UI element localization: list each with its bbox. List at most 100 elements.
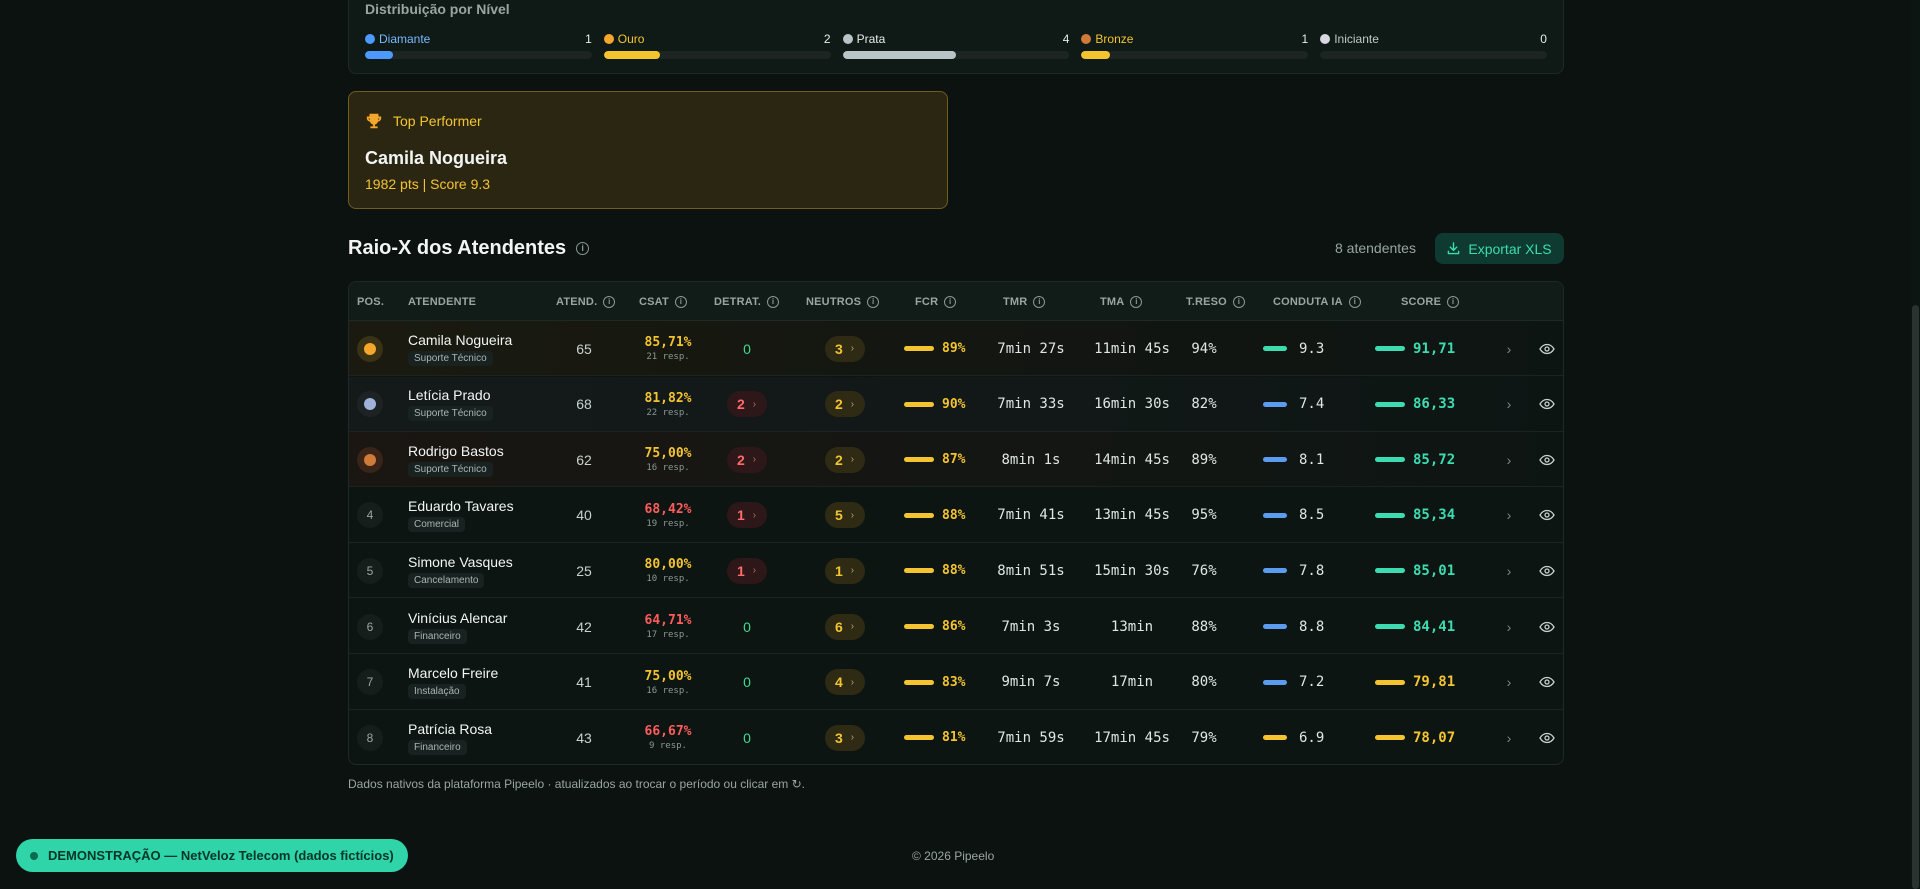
cell-csat: 85,71% 21 resp. [633,321,703,376]
team-badge: Suporte Técnico [408,350,493,366]
neutrals-button[interactable]: 5 › [825,502,865,529]
expand-row-button[interactable]: › [1499,488,1519,543]
fcr-value: 88% [942,563,966,579]
export-xls-button[interactable]: Exportar XLS [1435,233,1564,264]
info-icon[interactable]: i [576,242,590,255]
page-scrollbar[interactable] [1911,0,1920,889]
info-icon[interactable]: i [674,295,687,308]
view-agent-button[interactable] [1537,543,1557,598]
chevron-right-icon: › [752,454,757,466]
agent-name[interactable]: Eduardo Tavares [408,498,514,515]
export-xls-label: Exportar XLS [1468,240,1552,257]
cell-tma: 13min [1110,618,1154,635]
agent-name[interactable]: Camila Nogueira [408,331,513,348]
table-row[interactable]: 6 Vinícius Alencar Financeiro 42 64,71% 17 re… [349,599,1563,654]
expand-row-button[interactable]: › [1499,377,1519,432]
neutrals-button[interactable]: 4 › [825,669,865,696]
view-agent-button[interactable] [1537,432,1557,487]
csat-value: 64,71% [644,613,692,628]
chevron-right-icon: › [850,343,855,354]
expand-row-button[interactable]: › [1499,599,1519,654]
neutrals-button[interactable]: 3 › [825,335,865,362]
col-pos[interactable]: POS. [357,295,385,308]
info-icon[interactable]: i [1348,295,1361,308]
demo-banner[interactable]: DEMONSTRAÇÃO — NetVeloz Telecom (dados f… [16,839,408,872]
expand-row-button[interactable]: › [1499,321,1519,376]
col-fcr[interactable]: FCR i [915,282,957,321]
info-icon[interactable]: i [944,295,957,308]
col-score[interactable]: SCORE i [1401,282,1460,321]
table-row[interactable]: Letícia Prado Suporte Técnico 68 81,82% 22 r… [349,376,1563,432]
info-icon[interactable]: i [1033,295,1046,308]
expand-row-button[interactable]: › [1499,432,1519,487]
info-icon[interactable]: i [767,295,780,308]
table-row[interactable]: 7 Marcelo Freire Instalação 41 75,00% 16 resp… [349,655,1563,710]
cell-score: 78,07 [1375,710,1455,764]
table-row[interactable]: Camila Nogueira Suporte Técnico 65 85,71% 21… [349,321,1563,376]
table-row[interactable]: 8 Patrícia Rosa Financeiro 43 66,67% 9 resp. 0… [349,710,1563,764]
position-badge: 4 [357,502,383,529]
agent-name[interactable]: Rodrigo Bastos [408,442,504,459]
col-tmr[interactable]: TMR i [1003,282,1046,321]
info-icon[interactable]: i [1130,295,1143,308]
position-badge: 6 [357,613,383,640]
table-row[interactable]: 5 Simone Vasques Cancelamento 25 80,00% 10 re… [349,543,1563,599]
col-agent[interactable]: ATENDENTE [408,295,477,308]
agent-name[interactable]: Patrícia Rosa [408,720,493,737]
expand-row-button[interactable]: › [1499,655,1519,710]
level-name: Prata [842,32,885,46]
csat-responses: 10 resp. [646,574,690,585]
col-tma[interactable]: TMA i [1100,282,1143,321]
chevron-right-icon: › [1506,396,1512,413]
view-agent-button[interactable] [1537,377,1557,432]
team-badge: Suporte Técnico [408,461,493,477]
detractors-button[interactable]: 2 › [727,446,767,473]
view-agent-button[interactable] [1537,655,1557,710]
table-row[interactable]: Rodrigo Bastos Suporte Técnico 62 75,00% 16 … [349,432,1563,488]
col-atend[interactable]: ATEND. i [556,282,616,321]
neutrals-button[interactable]: 2 › [825,391,865,418]
neutrals-button[interactable]: 2 › [825,446,865,473]
info-icon[interactable]: i [1232,295,1245,308]
table-row[interactable]: 4 Eduardo Tavares Comercial 40 68,42% 19 resp… [349,488,1563,543]
agent-name[interactable]: Letícia Prado [408,387,491,404]
view-agent-button[interactable] [1537,321,1557,376]
copyright: © 2026 Pipeelo [912,849,995,863]
page-scrollbar-thumb[interactable] [1912,305,1919,889]
detractors-count: 2 [737,451,745,468]
conduta-bar [1263,679,1287,685]
neutrals-button[interactable]: 3 › [825,724,865,751]
col-conduta[interactable]: CONDUTA IA i [1273,282,1361,321]
col-neutros[interactable]: NEUTROS i [806,282,880,321]
fcr-bar [904,568,934,574]
neutrals-button[interactable]: 1 › [825,557,865,584]
expand-row-button[interactable]: › [1499,710,1519,764]
cell-treso: 82% [1191,396,1217,413]
agent-name[interactable]: Simone Vasques [408,553,513,570]
col-detrat[interactable]: DETRAT. i [714,282,780,321]
cell-neutros: 2 › [820,432,870,487]
view-agent-button[interactable] [1537,710,1557,764]
detractors-button[interactable]: 1 › [727,557,767,584]
cell-conduta: 7.2 [1263,655,1324,710]
agent-name[interactable]: Marcelo Freire [408,665,499,682]
neutrals-count: 3 [835,340,843,357]
level-distribution-title: Distribuição por Nível [365,1,510,17]
info-icon[interactable]: i [867,295,880,308]
chevron-right-icon: › [850,621,855,632]
cell-agent: Camila Nogueira Suporte Técnico [408,321,512,376]
view-agent-button[interactable] [1537,599,1557,654]
detractors-button[interactable]: 2 › [727,391,767,418]
score-value: 85,72 [1413,451,1456,468]
col-treso[interactable]: T.RESO i [1186,282,1245,321]
col-csat[interactable]: CSAT i [639,282,687,321]
cell-csat: 75,00% 16 resp. [633,655,703,710]
info-icon[interactable]: i [1447,295,1460,308]
expand-row-button[interactable]: › [1499,543,1519,598]
neutrals-button[interactable]: 6 › [825,613,865,640]
detractors-button[interactable]: 1 › [727,502,767,529]
info-icon[interactable]: i [603,295,616,308]
view-agent-button[interactable] [1537,488,1557,543]
level-name-text: Iniciante [1334,32,1379,46]
agent-name[interactable]: Vinícius Alencar [408,609,508,626]
